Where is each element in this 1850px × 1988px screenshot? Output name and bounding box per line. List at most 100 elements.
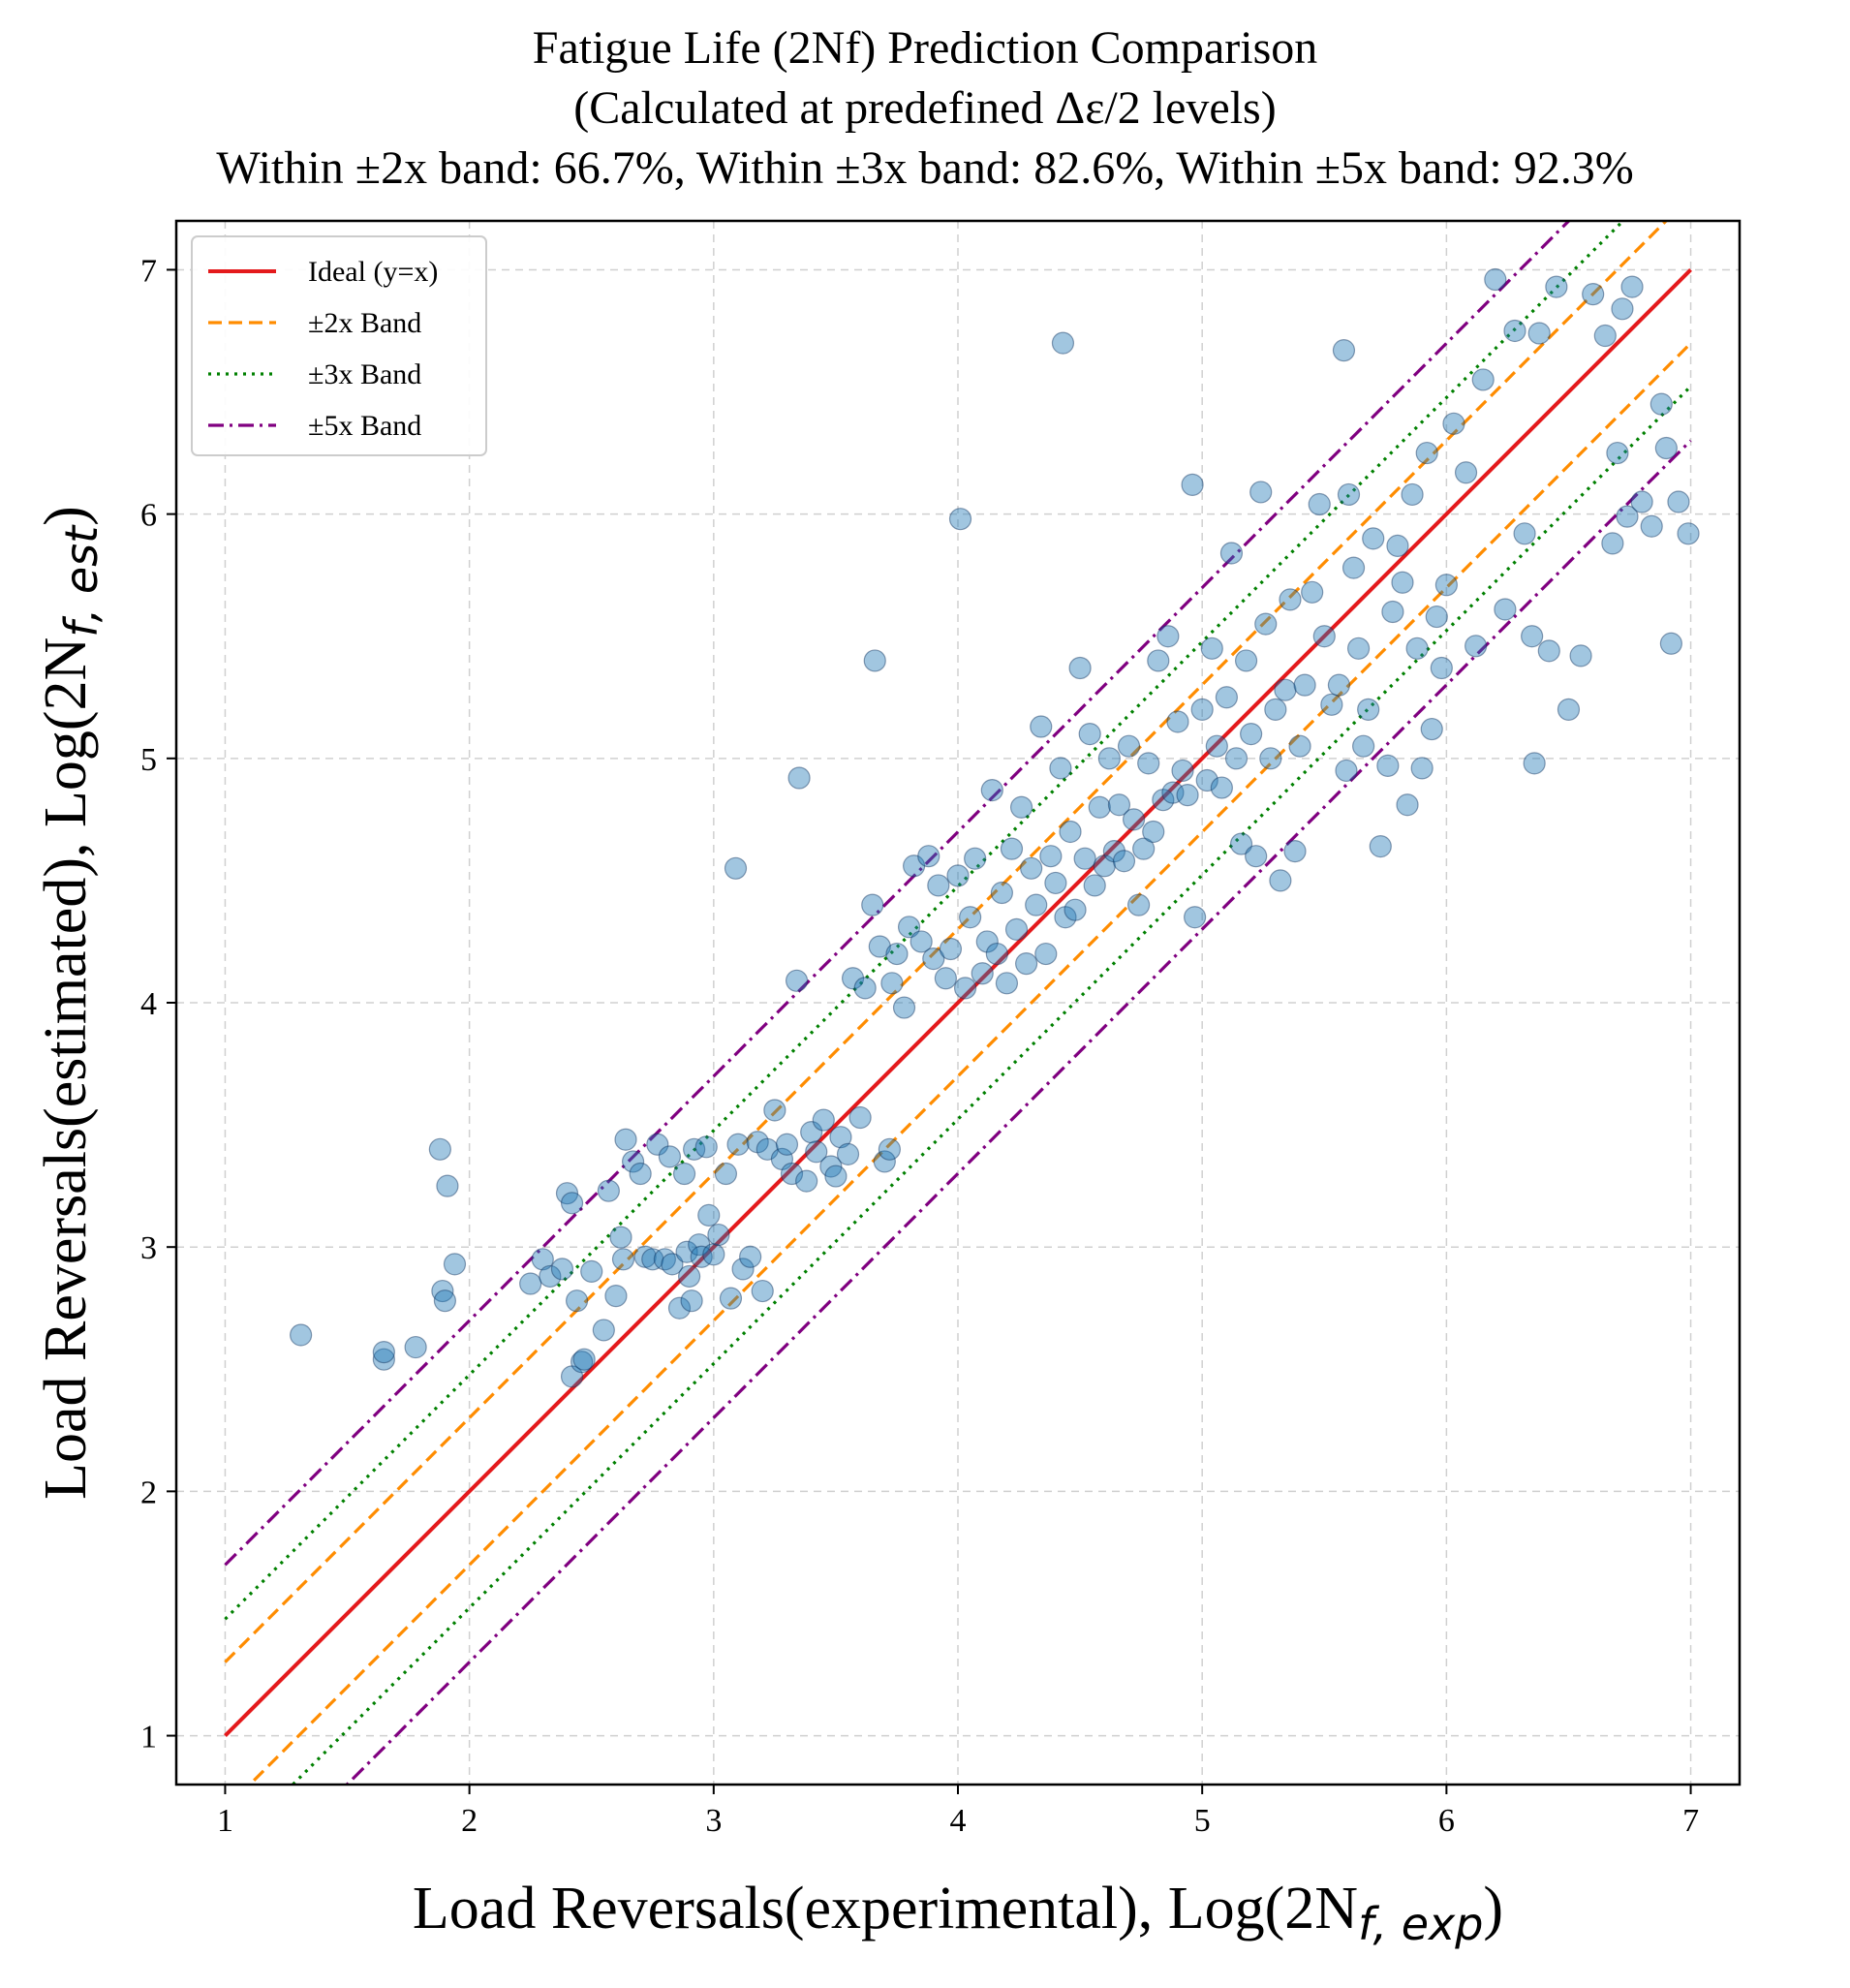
data-point	[1234, 649, 1258, 672]
y-tick-label: 3	[140, 1230, 157, 1266]
data-point	[1471, 368, 1495, 391]
data-point	[1073, 847, 1096, 870]
y-tick-label: 4	[140, 986, 157, 1022]
data-point	[897, 916, 921, 939]
data-point	[719, 1287, 743, 1310]
data-point	[785, 969, 809, 992]
data-point	[1264, 698, 1287, 721]
data-point	[980, 778, 1003, 802]
data-point	[1335, 759, 1358, 783]
data-point	[959, 906, 982, 929]
data-point	[726, 1133, 750, 1156]
data-point	[653, 1248, 676, 1271]
data-point	[570, 1351, 594, 1374]
data-point	[1513, 522, 1536, 545]
x-tick-label: 2	[461, 1803, 478, 1839]
data-point	[697, 1203, 721, 1227]
data-point	[1020, 856, 1043, 880]
data-point	[903, 854, 926, 878]
data-point	[519, 1272, 542, 1295]
data-point	[580, 1259, 603, 1284]
data-point	[1650, 392, 1673, 416]
data-point	[1161, 781, 1185, 804]
data-point	[985, 942, 1008, 966]
data-point	[1301, 580, 1324, 604]
data-point	[1107, 793, 1131, 817]
data-point	[787, 766, 811, 790]
grid-lines	[176, 221, 1740, 1785]
data-point	[372, 1348, 395, 1371]
data-point	[1593, 324, 1617, 348]
legend-box	[191, 235, 487, 456]
data-point	[404, 1335, 427, 1359]
data-point	[1200, 637, 1223, 660]
data-point	[661, 1253, 684, 1276]
data-point	[892, 996, 916, 1019]
data-point	[910, 930, 933, 953]
y-tick-label: 1	[140, 1720, 157, 1755]
data-point	[1527, 322, 1551, 345]
data-point	[443, 1253, 467, 1276]
legend-label: Ideal (y=x)	[308, 256, 438, 288]
data-point	[677, 1264, 701, 1289]
data-point	[611, 1248, 635, 1271]
data-point	[739, 1245, 762, 1268]
data-point	[614, 1128, 637, 1151]
data-point	[1269, 869, 1292, 892]
data-point	[1068, 656, 1092, 680]
data-point	[880, 972, 904, 995]
data-point	[560, 1192, 584, 1215]
data-point	[1557, 698, 1581, 721]
data-point	[1341, 556, 1366, 579]
data-point	[1137, 752, 1160, 775]
data-point	[1320, 693, 1343, 716]
data-point	[1049, 757, 1072, 780]
data-point	[1166, 710, 1189, 733]
data-point	[1494, 598, 1517, 621]
data-point	[1308, 492, 1331, 516]
data-point	[1401, 482, 1424, 507]
data-point	[1327, 673, 1351, 697]
data-point	[1195, 768, 1218, 792]
data-point	[812, 1108, 835, 1132]
data-point	[1059, 820, 1082, 844]
legend-label: ±3x Band	[308, 358, 421, 390]
data-point	[1420, 717, 1443, 741]
data-point	[853, 977, 877, 1000]
data-point	[1219, 542, 1244, 565]
data-point	[1620, 275, 1644, 298]
data-point	[1078, 722, 1101, 746]
data-point	[731, 1258, 755, 1281]
data-point	[841, 967, 865, 990]
data-point	[1410, 757, 1434, 780]
data-point	[641, 1248, 664, 1271]
data-point	[1122, 808, 1146, 831]
chart-subtitle: (Calculated at predefined Δε/2 levels)	[573, 82, 1277, 134]
data-point	[1051, 331, 1075, 355]
data-point	[1537, 639, 1560, 663]
data-point	[1142, 820, 1165, 844]
data-point	[948, 508, 972, 531]
data-point	[1015, 952, 1038, 976]
data-point	[770, 1147, 794, 1171]
data-point	[1000, 837, 1024, 860]
data-point	[1044, 871, 1067, 895]
data-point	[1176, 784, 1199, 807]
data-point	[927, 874, 950, 897]
data-point	[1283, 840, 1307, 863]
data-point	[946, 864, 970, 887]
data-point	[1259, 747, 1282, 770]
legend: Ideal (y=x) ±2x Band ±3x Band ±5x Band	[191, 235, 487, 456]
data-point	[1181, 473, 1204, 496]
data-point	[702, 1243, 725, 1266]
x-tick-label: 7	[1682, 1803, 1699, 1839]
data-point	[1274, 678, 1297, 701]
data-point	[1054, 906, 1077, 929]
data-point	[1337, 482, 1361, 507]
data-point	[878, 1137, 901, 1161]
data-point	[805, 1140, 828, 1164]
data-point	[724, 856, 748, 880]
data-point	[1582, 283, 1605, 306]
data-point	[1667, 490, 1690, 513]
